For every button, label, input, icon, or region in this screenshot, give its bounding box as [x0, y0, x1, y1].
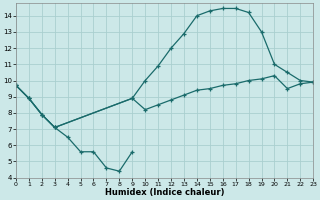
X-axis label: Humidex (Indice chaleur): Humidex (Indice chaleur) — [105, 188, 224, 197]
